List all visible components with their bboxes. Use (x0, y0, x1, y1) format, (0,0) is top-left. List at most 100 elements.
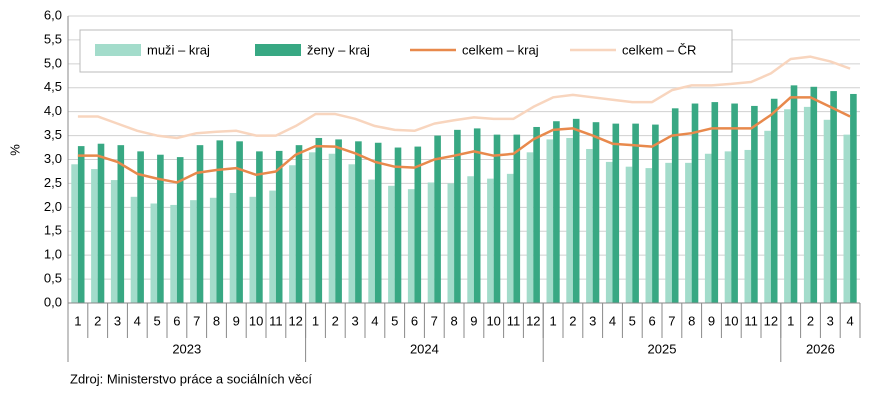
bar (665, 162, 672, 303)
y-tick-label: 6,0 (44, 7, 62, 22)
x-tick-label: 5 (153, 313, 160, 328)
x-tick-label: 12 (288, 313, 302, 328)
x-tick-label: 11 (269, 313, 283, 328)
x-tick-label: 6 (648, 313, 655, 328)
legend-box (79, 29, 733, 73)
bar (427, 182, 435, 303)
bar (447, 183, 455, 303)
x-tick-label: 7 (193, 313, 200, 328)
bar (711, 102, 719, 303)
x-tick-label: 2 (807, 313, 814, 328)
bar (566, 137, 573, 303)
bar (704, 153, 712, 303)
x-tick-label: 8 (688, 313, 695, 328)
bar (216, 140, 224, 303)
bar (850, 93, 857, 304)
line (77, 96, 851, 184)
source: Zdroj: Ministerstvo práce a sociálních v… (70, 371, 312, 386)
x-tick-label: 1 (549, 313, 556, 328)
bar (289, 165, 296, 303)
bar (414, 146, 422, 303)
legend-label: celkem – ČR (622, 42, 696, 57)
x-tick-label: 4 (609, 313, 616, 328)
y-tick-label: 2,0 (44, 199, 62, 214)
bar (170, 204, 177, 303)
legend-label: celkem – kraj (462, 42, 539, 57)
bar (526, 152, 534, 303)
bar (572, 118, 580, 303)
bar (434, 135, 441, 303)
bar (176, 157, 184, 303)
bar (295, 145, 303, 303)
x-tick-label: 1 (74, 313, 81, 328)
legend-swatch (95, 44, 141, 56)
x-tick-label: 3 (351, 313, 358, 328)
group-label: 2023 (172, 341, 201, 356)
bar (493, 134, 501, 303)
bar (830, 91, 837, 304)
bar (632, 123, 639, 303)
bar (652, 124, 659, 303)
bar (374, 142, 382, 303)
bar (744, 149, 752, 303)
x-tick-label: 10 (486, 313, 500, 328)
x-tick-label: 7 (431, 313, 438, 328)
legend-label: muži – kraj (147, 42, 210, 57)
x-tick-label: 7 (668, 313, 675, 328)
bar (784, 109, 791, 304)
bar (487, 178, 494, 303)
y-tick-label: 0,0 (44, 294, 62, 309)
bar (196, 145, 204, 303)
bar (71, 164, 78, 303)
bar (506, 173, 514, 303)
y-tick-label: 2,5 (44, 175, 62, 190)
bar (586, 148, 593, 303)
x-tick-label: 10 (724, 313, 738, 328)
bar (645, 168, 653, 303)
x-tick-label: 2 (569, 313, 576, 328)
bar (368, 179, 375, 303)
bar (625, 166, 633, 303)
y-tick-label: 0,5 (44, 271, 62, 286)
bar (724, 151, 732, 303)
bar (823, 119, 831, 303)
bar (691, 103, 699, 303)
legend-swatch (255, 44, 301, 56)
bar (810, 86, 818, 303)
bar (764, 130, 771, 303)
y-tick-label: 4,0 (44, 103, 62, 118)
bar (513, 134, 521, 303)
bar (335, 139, 342, 303)
bar (157, 154, 164, 303)
bar (91, 169, 98, 303)
bar (685, 162, 692, 303)
bar (328, 153, 336, 303)
x-tick-label: 8 (450, 313, 457, 328)
legend-label: ženy – kraj (307, 42, 370, 57)
bar (315, 137, 323, 303)
bar (308, 152, 316, 303)
bar (533, 126, 540, 304)
y-tick-label: 4,5 (44, 79, 62, 94)
x-tick-label: 11 (507, 313, 521, 328)
bar (355, 141, 362, 303)
y-tick-label: 3,5 (44, 127, 62, 142)
bar (117, 145, 125, 303)
x-tick-label: 6 (411, 313, 418, 328)
bar (790, 85, 798, 303)
bar (671, 108, 679, 304)
y-axis-label: % (7, 144, 22, 156)
group-label: 2026 (806, 341, 835, 356)
bar (229, 192, 237, 303)
x-tick-label: 9 (233, 313, 240, 328)
bar (843, 134, 851, 303)
x-tick-label: 6 (173, 313, 180, 328)
line (77, 55, 851, 140)
x-tick-label: 3 (114, 313, 121, 328)
x-tick-label: 1 (312, 313, 319, 328)
bar (605, 161, 613, 303)
bar (77, 146, 85, 303)
bar (473, 128, 481, 303)
bar (770, 98, 778, 303)
x-tick-label: 10 (249, 313, 263, 328)
